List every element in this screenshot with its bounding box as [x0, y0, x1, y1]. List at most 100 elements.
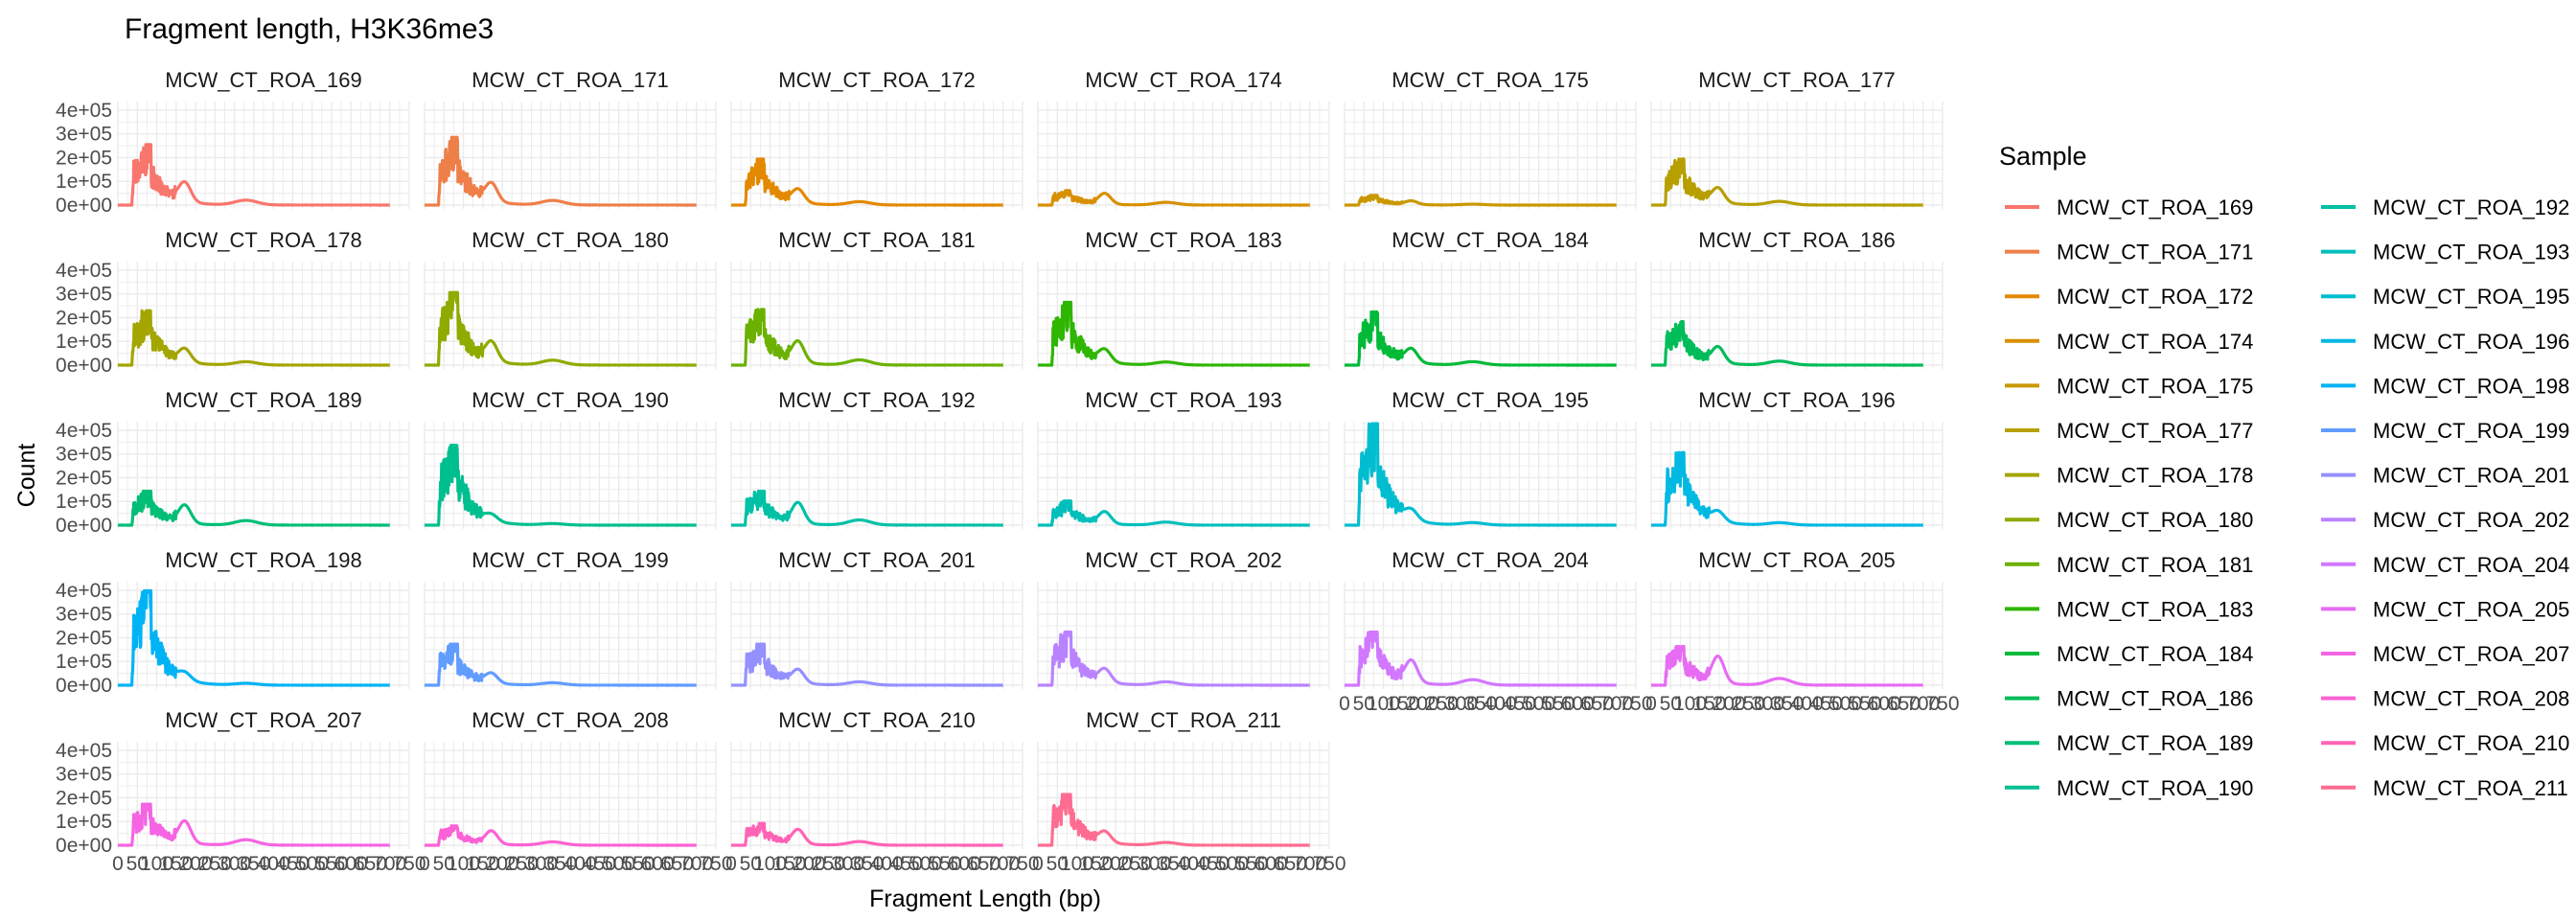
facet-strip-label: MCW_CT_ROA_202 [1085, 548, 1281, 572]
y-tick-label: 3e+05 [56, 124, 112, 146]
x-tick-label: 350 [237, 853, 270, 875]
series-line-mcw-ct-roa-195 [1343, 422, 1618, 527]
legend-item-mcw-ct-roa-186: MCW_CT_ROA_186 [2005, 687, 2253, 711]
series-line-mcw-ct-roa-190 [423, 444, 698, 527]
facet-strip-label: MCW_CT_ROA_198 [165, 548, 361, 572]
legend-item-mcw-ct-roa-169: MCW_CT_ROA_169 [2005, 196, 2253, 219]
x-tick-label: 500 [1828, 693, 1862, 715]
legend-item-mcw-ct-roa-198: MCW_CT_ROA_198 [2321, 374, 2569, 398]
y-tick-label: 1e+05 [56, 331, 112, 353]
x-tick-label: 550 [1848, 693, 1881, 715]
series-line-mcw-ct-roa-171 [423, 135, 698, 207]
facet-grid-lines [424, 422, 717, 529]
facet-strip-label: MCW_CT_ROA_205 [1698, 548, 1895, 572]
x-tick-label: 750 [1619, 693, 1652, 715]
legend-item-label: MCW_CT_ROA_193 [2373, 241, 2569, 264]
legend-item-mcw-ct-roa-175: MCW_CT_ROA_175 [2005, 374, 2253, 398]
series-line-mcw-ct-roa-183 [1036, 300, 1311, 367]
x-tick-label: 0 [1032, 853, 1044, 875]
x-tick-label: 350 [850, 853, 884, 875]
facet-strip-label: MCW_CT_ROA_211 [1086, 708, 1281, 732]
x-tick-label: 150 [1386, 693, 1419, 715]
x-tick-label: 250 [1118, 853, 1152, 875]
x-tick-label: 300 [1138, 853, 1171, 875]
x-tick-label: 650 [1580, 693, 1614, 715]
x-tick-label: 100 [1367, 693, 1400, 715]
legend-item-mcw-ct-roa-190: MCW_CT_ROA_190 [2005, 776, 2253, 800]
facet-mcw-ct-roa-180: MCW_CT_ROA_180 [423, 228, 717, 369]
legend-item-mcw-ct-roa-210: MCW_CT_ROA_210 [2321, 731, 2569, 755]
legend-item-mcw-ct-roa-211: MCW_CT_ROA_211 [2321, 776, 2568, 800]
legend-item-label: MCW_CT_ROA_192 [2373, 196, 2569, 219]
x-tick-label: 550 [621, 853, 655, 875]
y-tick-label: 1e+05 [56, 491, 112, 513]
x-tick-label: 200 [793, 853, 826, 875]
series-line-mcw-ct-roa-180 [423, 290, 698, 367]
x-tick-label: 650 [1887, 693, 1920, 715]
x-tick-label: 450 [1809, 693, 1843, 715]
x-tick-label: 350 [543, 853, 577, 875]
x-tick-label: 50 [1353, 693, 1375, 715]
legend-item-label: MCW_CT_ROA_196 [2373, 330, 2569, 354]
legend-item-label: MCW_CT_ROA_207 [2373, 642, 2569, 666]
legend-item-label: MCW_CT_ROA_204 [2373, 553, 2569, 577]
y-tick-label: 1e+05 [56, 171, 112, 193]
facet-mcw-ct-roa-193: MCW_CT_ROA_193 [1036, 388, 1330, 529]
x-tick-label: 750 [1925, 693, 1959, 715]
x-tick-label: 400 [870, 853, 904, 875]
facet-grid-lines [730, 102, 1024, 209]
x-tick-label: 450 [583, 853, 616, 875]
x-tick-label: 700 [1293, 853, 1326, 875]
legend-item-mcw-ct-roa-192: MCW_CT_ROA_192 [2321, 196, 2569, 219]
x-tick-label: 250 [812, 853, 845, 875]
x-tick-label: 600 [1868, 693, 1901, 715]
legend-item-label: MCW_CT_ROA_181 [2057, 553, 2253, 577]
x-tick-label: 50 [1046, 853, 1069, 875]
x-tick-label: 500 [602, 853, 635, 875]
legend-item-label: MCW_CT_ROA_172 [2057, 285, 2253, 309]
x-tick-label: 0 [725, 853, 737, 875]
facet-strip-label: MCW_CT_ROA_192 [778, 388, 975, 412]
legend-item-mcw-ct-roa-178: MCW_CT_ROA_178 [2005, 464, 2253, 488]
facet-strip-label: MCW_CT_ROA_183 [1085, 228, 1281, 252]
y-tick-label: 1e+05 [56, 651, 112, 673]
legend-item-label: MCW_CT_ROA_190 [2057, 776, 2253, 800]
legend-item-mcw-ct-roa-193: MCW_CT_ROA_193 [2321, 241, 2569, 264]
x-tick-label: 400 [1790, 693, 1824, 715]
facet-grid-lines [424, 742, 717, 849]
legend-item-label: MCW_CT_ROA_174 [2057, 330, 2253, 354]
series-line-mcw-ct-roa-205 [1649, 644, 1924, 687]
legend-title: Sample [1999, 142, 2087, 171]
facet-strip-label: MCW_CT_ROA_184 [1392, 228, 1588, 252]
x-tick-label: 250 [198, 853, 232, 875]
legend-item-label: MCW_CT_ROA_201 [2373, 464, 2569, 488]
series-line-mcw-ct-roa-184 [1343, 310, 1618, 367]
facet-strip-label: MCW_CT_ROA_174 [1085, 68, 1281, 92]
x-tick-label: 100 [753, 853, 787, 875]
facet-mcw-ct-roa-183: MCW_CT_ROA_183 [1036, 228, 1330, 369]
facet-strip-label: MCW_CT_ROA_208 [472, 708, 668, 732]
facet-grid-lines [730, 742, 1024, 849]
facet-grid-lines [117, 422, 410, 529]
x-tick-label: 0 [112, 853, 124, 875]
legend-item-label: MCW_CT_ROA_169 [2057, 196, 2253, 219]
facet-grid-lines [1037, 102, 1330, 209]
legend-item-label: MCW_CT_ROA_208 [2373, 687, 2569, 711]
x-tick-label: 300 [524, 853, 558, 875]
x-tick-label: 250 [505, 853, 539, 875]
legend-item-label: MCW_CT_ROA_189 [2057, 731, 2253, 755]
y-axis-label: Count [13, 444, 40, 508]
legend-item-mcw-ct-roa-202: MCW_CT_ROA_202 [2321, 508, 2569, 532]
legend-item-label: MCW_CT_ROA_195 [2373, 285, 2569, 309]
x-tick-label: 750 [1312, 853, 1346, 875]
facet-mcw-ct-roa-211: MCW_CT_ROA_211 0 5010015020025030035040045… [1032, 708, 1346, 875]
legend-item-mcw-ct-roa-208: MCW_CT_ROA_208 [2321, 687, 2569, 711]
legend-item-mcw-ct-roa-195: MCW_CT_ROA_195 [2321, 285, 2569, 309]
facet-mcw-ct-roa-172: MCW_CT_ROA_172 [729, 68, 1024, 209]
legend-item-mcw-ct-roa-189: MCW_CT_ROA_189 [2005, 731, 2253, 755]
y-tick-label: 4e+05 [56, 420, 112, 442]
facet-mcw-ct-roa-199: MCW_CT_ROA_199 [423, 548, 717, 689]
y-tick-label: 2e+05 [56, 147, 112, 169]
x-tick-label: 650 [967, 853, 1000, 875]
x-tick-label: 750 [699, 853, 732, 875]
